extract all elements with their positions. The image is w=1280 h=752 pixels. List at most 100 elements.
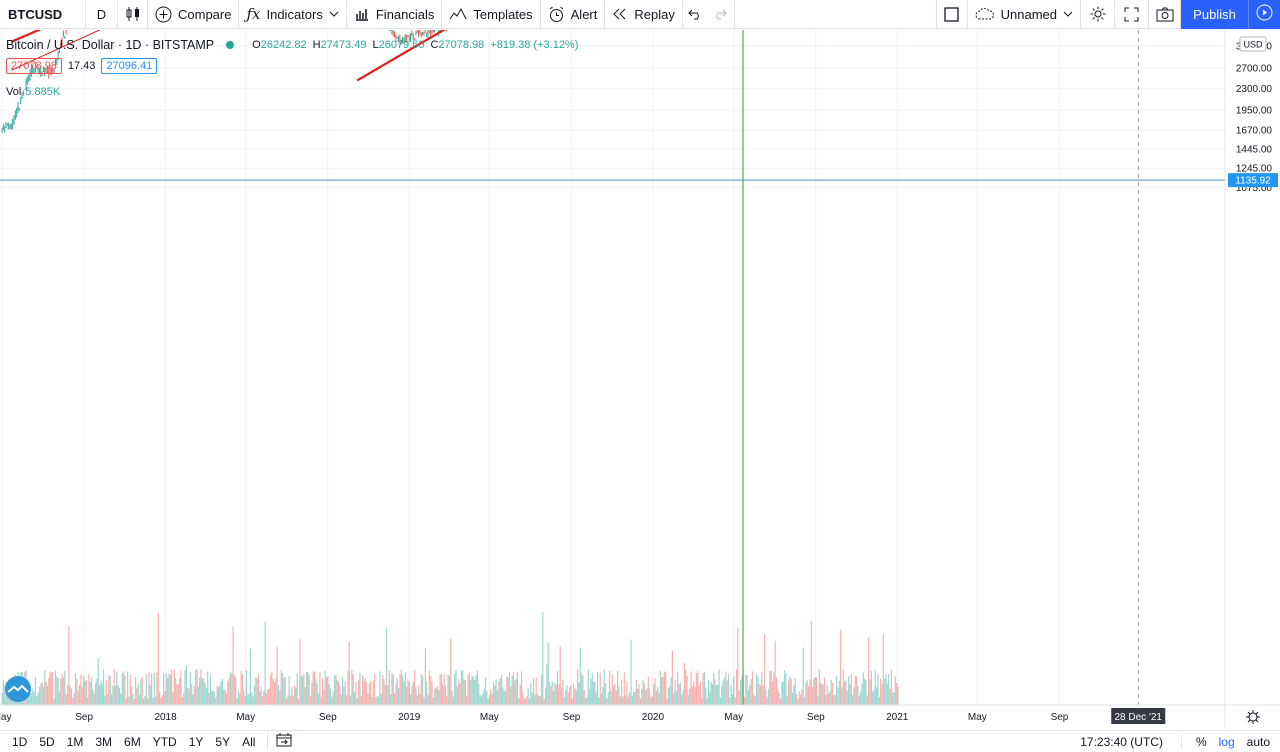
range-ytd[interactable]: YTD bbox=[152, 734, 177, 749]
replay-button[interactable]: Replay bbox=[605, 0, 683, 29]
crosshair-date-label bbox=[1111, 708, 1166, 724]
alert-button[interactable]: Alert bbox=[541, 0, 606, 29]
layout-name-button[interactable]: Unnamed bbox=[968, 0, 1081, 29]
volume-bar bbox=[390, 694, 392, 705]
volume-bar bbox=[347, 670, 349, 705]
play-circle-icon bbox=[1256, 4, 1273, 24]
bid-price[interactable]: 27078.98 bbox=[6, 58, 62, 74]
volume-bar bbox=[747, 689, 750, 705]
volume-bar bbox=[362, 675, 364, 705]
volume-bar bbox=[117, 685, 119, 705]
range-5y[interactable]: 5Y bbox=[215, 734, 231, 749]
range-5d[interactable]: 5D bbox=[39, 734, 55, 749]
templates-button[interactable]: Templates bbox=[442, 0, 541, 29]
volume-bar bbox=[881, 683, 883, 705]
volume-bar bbox=[691, 686, 694, 705]
volume-bar bbox=[774, 640, 776, 705]
compare-button[interactable]: Compare bbox=[148, 0, 240, 29]
clock-timezone[interactable]: 17:23:40 (UTC) bbox=[1080, 734, 1182, 749]
volume-bar bbox=[77, 690, 79, 705]
time-tick-label: 2021 bbox=[886, 712, 909, 723]
volume-bar bbox=[836, 675, 838, 705]
volume-bar bbox=[444, 685, 446, 705]
redo-button[interactable] bbox=[707, 0, 735, 29]
volume-bar bbox=[68, 626, 70, 705]
interval-button[interactable]: D bbox=[86, 0, 118, 29]
volume-bar bbox=[524, 698, 527, 705]
volume-bar bbox=[693, 681, 695, 705]
volume-bar bbox=[50, 672, 53, 705]
financials-button[interactable]: Financials bbox=[347, 0, 443, 29]
ask-price[interactable]: 27096.41 bbox=[101, 58, 158, 74]
series-title[interactable]: Bitcoin / U.S. Dollar · 1D · BITSTAMP bbox=[6, 38, 215, 52]
range-all[interactable]: All bbox=[242, 734, 256, 749]
publish-menu-button[interactable] bbox=[1248, 0, 1280, 29]
auto-toggle[interactable]: auto bbox=[1246, 734, 1270, 749]
range-6m[interactable]: 6M bbox=[124, 734, 141, 749]
volume-bar bbox=[128, 696, 130, 705]
volume-bar bbox=[617, 670, 619, 705]
snapshot-button[interactable] bbox=[1149, 0, 1181, 29]
select-layout-button[interactable] bbox=[935, 0, 968, 29]
volume-bar bbox=[578, 682, 580, 705]
undo-button[interactable] bbox=[683, 0, 707, 29]
volume-bar bbox=[321, 678, 324, 705]
volume-bar bbox=[295, 687, 297, 705]
volume-bar bbox=[73, 692, 75, 705]
volume-bar bbox=[228, 677, 230, 705]
volume-bar bbox=[65, 694, 67, 705]
fullscreen-button[interactable] bbox=[1115, 0, 1149, 29]
volume-bar bbox=[527, 688, 529, 705]
bid-ask: 27078.98 17.43 27096.41 bbox=[6, 58, 158, 74]
symbol-search[interactable]: BTCUSD bbox=[0, 0, 86, 29]
publish-button[interactable]: Publish bbox=[1181, 0, 1248, 29]
volume-bar bbox=[273, 681, 276, 705]
range-1d[interactable]: 1D bbox=[12, 734, 28, 749]
volume-bar bbox=[337, 681, 340, 705]
range-1m[interactable]: 1M bbox=[66, 734, 84, 749]
volume-bar bbox=[697, 670, 699, 705]
volume-bar bbox=[436, 686, 438, 705]
chart-type-button[interactable] bbox=[118, 0, 148, 29]
volume-bar bbox=[862, 672, 864, 705]
volume-bar bbox=[102, 669, 105, 705]
range-1y[interactable]: 1Y bbox=[188, 734, 204, 749]
volume-bar bbox=[510, 686, 512, 705]
settings-button[interactable] bbox=[1081, 0, 1115, 29]
volume-bar bbox=[231, 673, 233, 705]
replay-label: Replay bbox=[634, 6, 675, 22]
volume-bar bbox=[45, 681, 47, 705]
volume-bar bbox=[193, 685, 195, 705]
volume-bar bbox=[94, 683, 97, 705]
volume-bar bbox=[885, 673, 887, 705]
volume-bar bbox=[341, 676, 344, 705]
volume-bar bbox=[519, 684, 521, 705]
percent-toggle[interactable]: % bbox=[1195, 734, 1207, 749]
volume-bar bbox=[781, 682, 783, 705]
volume-bar bbox=[663, 671, 665, 705]
indicators-button[interactable]: ƒx Indicators bbox=[239, 0, 347, 29]
financials-icon bbox=[354, 6, 370, 22]
calendar-range-icon[interactable] bbox=[267, 733, 300, 750]
volume-bar bbox=[291, 686, 293, 705]
log-toggle[interactable]: log bbox=[1218, 734, 1235, 749]
low-label: L bbox=[372, 39, 379, 51]
volume-bar bbox=[420, 673, 422, 705]
volume-bar bbox=[779, 698, 782, 705]
cloud-icon bbox=[975, 8, 995, 20]
volume-bar bbox=[771, 681, 774, 705]
price-chart[interactable]: +1075.001245.001445.001670.001950.002300… bbox=[0, 30, 1280, 729]
time-tick-label: Sep bbox=[319, 712, 337, 723]
range-3m[interactable]: 3M bbox=[95, 734, 113, 749]
volume-bar bbox=[151, 673, 153, 705]
volume-bar bbox=[58, 691, 61, 705]
volume-bar bbox=[721, 685, 723, 705]
volume-bar bbox=[403, 681, 405, 705]
volume-bar bbox=[630, 639, 632, 705]
layout-name-label: Unnamed bbox=[1000, 6, 1057, 22]
volume-bar bbox=[641, 689, 643, 705]
volume-bar bbox=[245, 670, 248, 705]
time-tick-label: 2019 bbox=[398, 712, 421, 723]
volume-bar bbox=[402, 675, 404, 705]
chart-area[interactable]: +1075.001245.001445.001670.001950.002300… bbox=[0, 30, 1280, 729]
